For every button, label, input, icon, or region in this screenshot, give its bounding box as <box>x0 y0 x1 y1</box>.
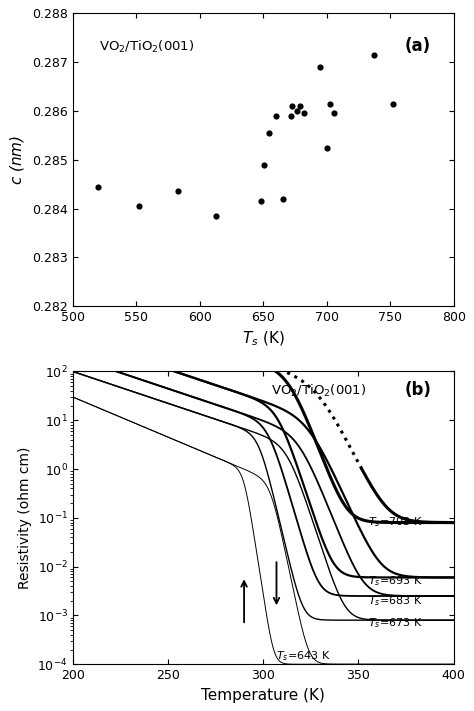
Point <box>289 100 296 112</box>
Point <box>330 107 338 119</box>
Point <box>389 98 396 109</box>
Text: (b): (b) <box>404 381 431 399</box>
Text: $T_s$=703 K: $T_s$=703 K <box>368 515 423 530</box>
Text: $T_s$=673 K: $T_s$=673 K <box>368 616 423 630</box>
Point <box>287 110 295 122</box>
Point <box>296 100 304 112</box>
Point <box>317 61 324 73</box>
Text: $T_s$=693 K: $T_s$=693 K <box>368 574 423 588</box>
Point <box>257 196 264 207</box>
Point <box>174 186 182 197</box>
Point <box>94 181 102 192</box>
Point <box>280 193 287 205</box>
Point <box>261 159 268 171</box>
X-axis label: Temperature (K): Temperature (K) <box>201 688 325 702</box>
Text: VO$_2$/TiO$_2$(001): VO$_2$/TiO$_2$(001) <box>99 39 195 55</box>
Point <box>323 142 330 154</box>
Text: (a): (a) <box>404 38 430 55</box>
Text: VO$_2$/TiO$_2$(001): VO$_2$/TiO$_2$(001) <box>271 383 366 399</box>
Point <box>135 201 143 212</box>
Y-axis label: Resistivity (ohm cm): Resistivity (ohm cm) <box>18 447 32 589</box>
Point <box>266 127 273 139</box>
Point <box>300 107 308 119</box>
Point <box>294 105 301 117</box>
Point <box>327 98 334 109</box>
X-axis label: $T_s$ (K): $T_s$ (K) <box>242 330 284 348</box>
Point <box>212 210 220 222</box>
Text: $T_s$=643 K: $T_s$=643 K <box>276 648 331 663</box>
Text: $T_s$=683 K: $T_s$=683 K <box>368 594 423 608</box>
Point <box>272 110 280 122</box>
Y-axis label: $c$ (nm): $c$ (nm) <box>9 134 27 185</box>
Point <box>370 49 377 60</box>
